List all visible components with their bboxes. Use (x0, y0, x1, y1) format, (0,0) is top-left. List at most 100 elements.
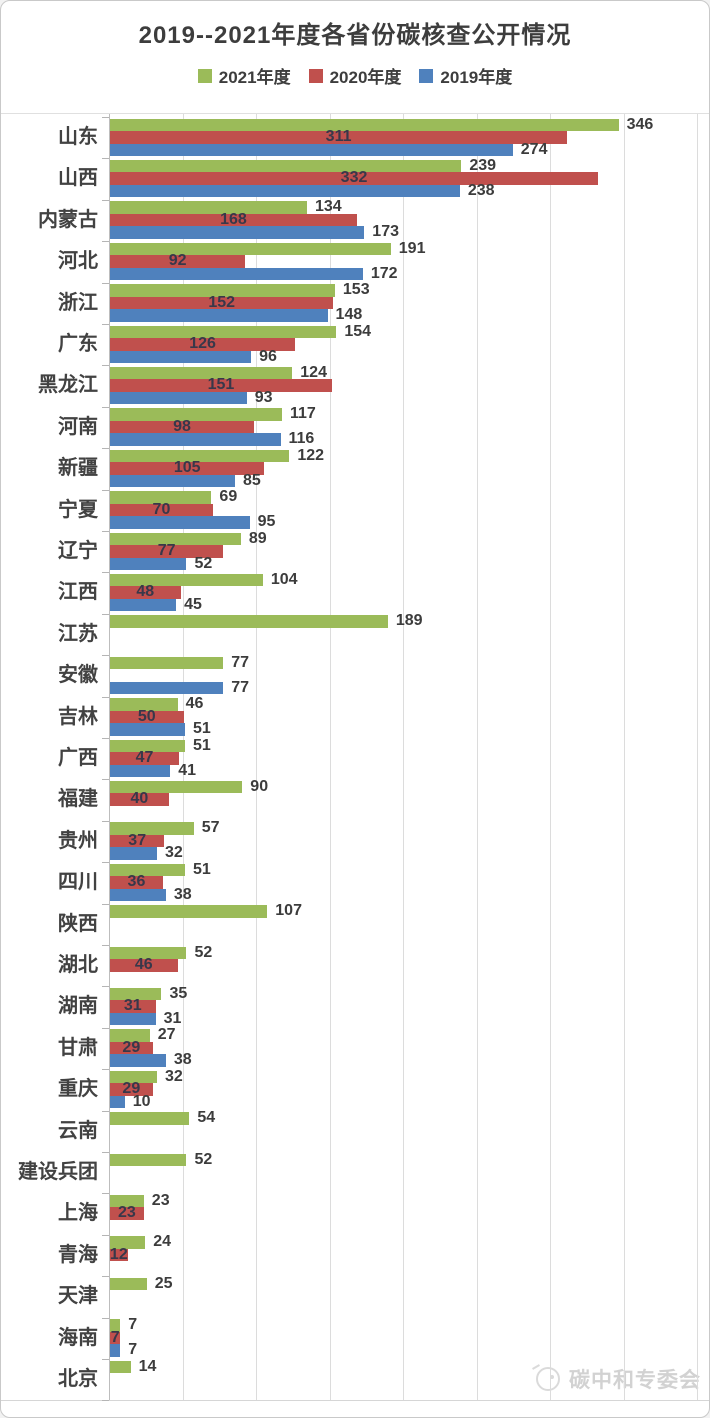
value-label-2021: 90 (250, 777, 269, 795)
axis-tick (102, 1152, 109, 1153)
value-label-2021: 14 (138, 1357, 157, 1375)
value-label-2019: 38 (173, 885, 192, 903)
watermark: 碳中和专委会 (536, 1364, 701, 1394)
bar-2021-陕西 (110, 905, 268, 918)
watermark-logo-icon (536, 1367, 560, 1391)
value-label-2021: 54 (197, 1109, 216, 1127)
gridline-x-250 (476, 114, 478, 1400)
value-label-2019: 93 (254, 388, 273, 406)
value-label-2019: 45 (184, 595, 202, 613)
axis-tick (102, 199, 109, 201)
axis-tick (102, 1234, 109, 1236)
bar-2020-福建 (110, 793, 169, 806)
bar-2019-宁夏 (110, 516, 250, 529)
bar-2019-河南 (110, 433, 281, 446)
category-label: 建设兵团 (18, 1161, 98, 1183)
value-label-2020: 46 (134, 956, 153, 973)
category-label: 广西 (58, 747, 98, 769)
axis-tick (102, 696, 109, 698)
axis-tick (102, 1110, 109, 1112)
value-label-2021: 69 (219, 488, 238, 506)
axis-tick (102, 531, 109, 532)
value-label-2020: 37 (128, 831, 147, 849)
category-row-2: 内蒙古 134 168 173 (1, 198, 709, 241)
value-label-2020: 77 (157, 542, 176, 559)
gridline-x-100 (256, 114, 257, 1400)
value-label-2020: 7 (110, 1328, 120, 1346)
bar-2019-贵州 (110, 847, 158, 860)
bar-2020-青海 (110, 1248, 128, 1262)
value-label-2019: 41 (178, 761, 197, 779)
value-label-2021: 154 (344, 322, 372, 340)
category-row-30: 北京 14 (1, 1357, 709, 1400)
bar-2021-江西 (110, 573, 263, 587)
gridline-x-50 (182, 114, 184, 1400)
axis-tick (102, 1400, 109, 1402)
value-label-2021: 239 (469, 156, 497, 174)
category-row-29: 海南 7 7 7 (1, 1316, 709, 1359)
value-label-2021: 52 (194, 1150, 213, 1168)
category-row-22: 甘肃 27 29 38 (1, 1026, 709, 1069)
category-row-24: 云南 54 (1, 1109, 709, 1152)
value-label-2019: 38 (173, 1051, 192, 1069)
value-label-2020: 23 (117, 1204, 136, 1222)
category-row-13: 安徽 77 77 (1, 654, 709, 696)
value-label-2021: 7 (128, 1316, 138, 1334)
axis-tick (102, 241, 109, 243)
axis-tick (102, 572, 109, 574)
axis-tick (102, 613, 109, 615)
bar-2020-辽宁 (110, 545, 224, 558)
value-label-2021: 153 (342, 281, 370, 299)
bar-2019-河北 (110, 267, 363, 281)
legend-item-2020: 2020年度 (308, 63, 401, 88)
bar-2021-江苏 (110, 615, 388, 628)
bar-2019-吉林 (110, 723, 185, 736)
category-label: 贵州 (58, 829, 98, 852)
value-label-2019: 32 (165, 844, 183, 862)
value-label-2021: 25 (154, 1274, 173, 1292)
category-row-1: 山西 239 332 238 (1, 156, 709, 199)
value-label-2021: 191 (398, 239, 426, 257)
legend-swatch-blue (419, 68, 434, 83)
category-label: 北京 (58, 1368, 98, 1390)
category-label: 广东 (58, 333, 98, 355)
bar-2019-四川 (110, 888, 166, 902)
value-label-2019: 85 (242, 471, 261, 489)
value-label-2021: 122 (297, 446, 325, 464)
category-label: 湖北 (58, 954, 98, 976)
category-row-28: 天津 25 (1, 1274, 709, 1317)
bar-2019-甘肃 (110, 1054, 166, 1067)
value-label-2019: 238 (467, 181, 495, 199)
value-label-2021: 24 (153, 1233, 172, 1251)
category-label: 宁夏 (58, 498, 98, 521)
gridline-x-200 (403, 114, 404, 1400)
bar-2021-湖南 (110, 987, 162, 1001)
legend-item-2021: 2021年度 (197, 63, 291, 88)
axis-tick (102, 903, 109, 905)
axis-tick (102, 448, 109, 450)
value-label-2021: 134 (314, 198, 342, 216)
value-label-2021: 23 (151, 1191, 170, 1209)
category-row-17: 贵州 57 37 32 (1, 820, 709, 862)
category-label: 吉林 (58, 705, 98, 728)
category-label: 天津 (58, 1285, 98, 1308)
category-row-9: 宁夏 69 70 95 (1, 488, 709, 531)
category-label: 江西 (58, 581, 98, 604)
bar-2021-内蒙古 (110, 201, 307, 214)
bar-2020-宁夏 (110, 503, 213, 517)
value-label-2021: 46 (185, 695, 204, 713)
value-label-2021: 27 (157, 1026, 176, 1044)
axis-tick (102, 986, 109, 988)
value-label-2020: 168 (220, 210, 247, 228)
bar-2019-辽宁 (110, 557, 187, 570)
category-row-5: 广东 154 126 96 (1, 322, 709, 365)
bar-2021-湖北 (110, 946, 187, 959)
value-label-2020: 29 (122, 1038, 141, 1056)
value-label-2020: 151 (207, 376, 235, 394)
legend-swatch-red (308, 68, 323, 83)
bar-2021-吉林 (110, 698, 178, 711)
value-label-2020: 31 (123, 997, 142, 1015)
legend-label-2019: 2019年度 (440, 68, 513, 87)
value-label-2020: 47 (135, 749, 154, 766)
bar-2020-黑龙江 (110, 379, 332, 392)
